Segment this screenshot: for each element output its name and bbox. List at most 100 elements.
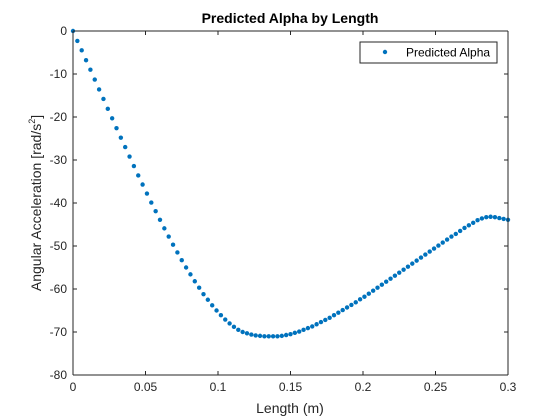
- data-point: [384, 279, 389, 284]
- y-axis-title-main: Angular Acceleration [rad/s: [28, 124, 44, 291]
- data-point: [305, 325, 311, 331]
- data-point: [196, 285, 202, 290]
- data-point: [201, 291, 206, 297]
- data-point: [301, 327, 306, 333]
- y-tick-label: -50: [50, 239, 68, 253]
- y-tick-label: -20: [50, 110, 68, 124]
- data-point: [275, 334, 280, 339]
- plot-area: [73, 31, 508, 375]
- data-point: [466, 223, 472, 228]
- data-point: [223, 317, 228, 322]
- data-point: [414, 258, 419, 263]
- y-tick-label: -70: [50, 325, 68, 339]
- data-point: [397, 270, 402, 275]
- data-point: [118, 135, 124, 140]
- data-point: [392, 273, 398, 278]
- data-point: [270, 334, 276, 339]
- data-point: [479, 216, 485, 221]
- data-point: [331, 313, 337, 318]
- data-point: [497, 215, 502, 221]
- data-point: [240, 329, 245, 335]
- data-point: [262, 334, 267, 339]
- y-tick-label: -60: [50, 282, 68, 296]
- data-point: [488, 214, 493, 219]
- y-axis-ticks: 0 -10 -20 -30 -40 -50 -60 -70 -80: [50, 24, 508, 382]
- data-point: [323, 317, 328, 323]
- data-point: [109, 116, 115, 121]
- data-point: [375, 285, 380, 290]
- data-point: [192, 279, 197, 284]
- data-point: [244, 331, 250, 336]
- data-point: [405, 264, 411, 269]
- data-points: [70, 28, 511, 339]
- data-point: [366, 291, 371, 296]
- x-axis-title: Length (m): [256, 400, 324, 416]
- y-tick-label: -40: [50, 196, 68, 210]
- legend: Predicted Alpha: [359, 41, 498, 64]
- data-point: [283, 332, 289, 338]
- data-point: [162, 226, 167, 231]
- data-point: [153, 208, 158, 214]
- data-point: [427, 249, 432, 254]
- data-point: [370, 288, 376, 293]
- x-tick-label: 0.15: [279, 380, 303, 394]
- x-tick-label: 0.05: [134, 380, 158, 394]
- x-tick-label: 0.1: [210, 380, 227, 394]
- data-point: [344, 305, 350, 310]
- data-point: [227, 321, 232, 326]
- data-point: [127, 154, 132, 159]
- data-point: [218, 313, 224, 318]
- legend-marker: [382, 49, 388, 55]
- data-point: [457, 228, 463, 234]
- data-point: [96, 87, 102, 92]
- data-point: [475, 218, 480, 223]
- data-point: [353, 300, 358, 305]
- data-point: [123, 144, 128, 150]
- data-point: [75, 38, 80, 44]
- y-tick-label: -10: [50, 67, 68, 81]
- data-point: [140, 182, 145, 187]
- data-point: [288, 331, 293, 337]
- data-point: [436, 243, 441, 248]
- data-point: [166, 234, 171, 239]
- x-tick-label: 0.2: [355, 380, 372, 394]
- data-point: [131, 163, 137, 169]
- data-point: [214, 308, 219, 313]
- data-point: [440, 240, 445, 245]
- data-point: [492, 214, 498, 220]
- data-point: [418, 255, 424, 260]
- data-point: [336, 310, 341, 315]
- data-point: [149, 200, 154, 205]
- data-point: [257, 333, 263, 339]
- y-axis-title-close: ]: [28, 115, 44, 119]
- data-point: [279, 333, 284, 339]
- data-point: [340, 307, 345, 313]
- data-point: [183, 265, 189, 270]
- legend-box: [359, 41, 498, 64]
- x-tick-label: 0.3: [500, 380, 517, 394]
- data-point: [101, 96, 106, 102]
- chart-title: Predicted Alpha by Length: [202, 10, 379, 26]
- data-point: [471, 220, 476, 225]
- data-point: [79, 48, 84, 53]
- data-point: [444, 237, 450, 242]
- data-point: [105, 106, 111, 112]
- data-point: [266, 334, 271, 339]
- data-point: [462, 225, 467, 231]
- data-point: [310, 324, 315, 329]
- data-point: [188, 272, 193, 277]
- data-point: [231, 324, 237, 330]
- data-point: [410, 261, 415, 266]
- data-point: [431, 246, 437, 251]
- data-point: [449, 234, 454, 239]
- data-point: [484, 214, 489, 220]
- data-point: [205, 297, 211, 302]
- data-point: [349, 302, 354, 308]
- data-point: [297, 329, 302, 334]
- data-point: [292, 330, 298, 336]
- data-point: [88, 67, 93, 72]
- data-point: [327, 315, 332, 321]
- y-tick-label: -30: [50, 153, 68, 167]
- data-point: [83, 58, 89, 63]
